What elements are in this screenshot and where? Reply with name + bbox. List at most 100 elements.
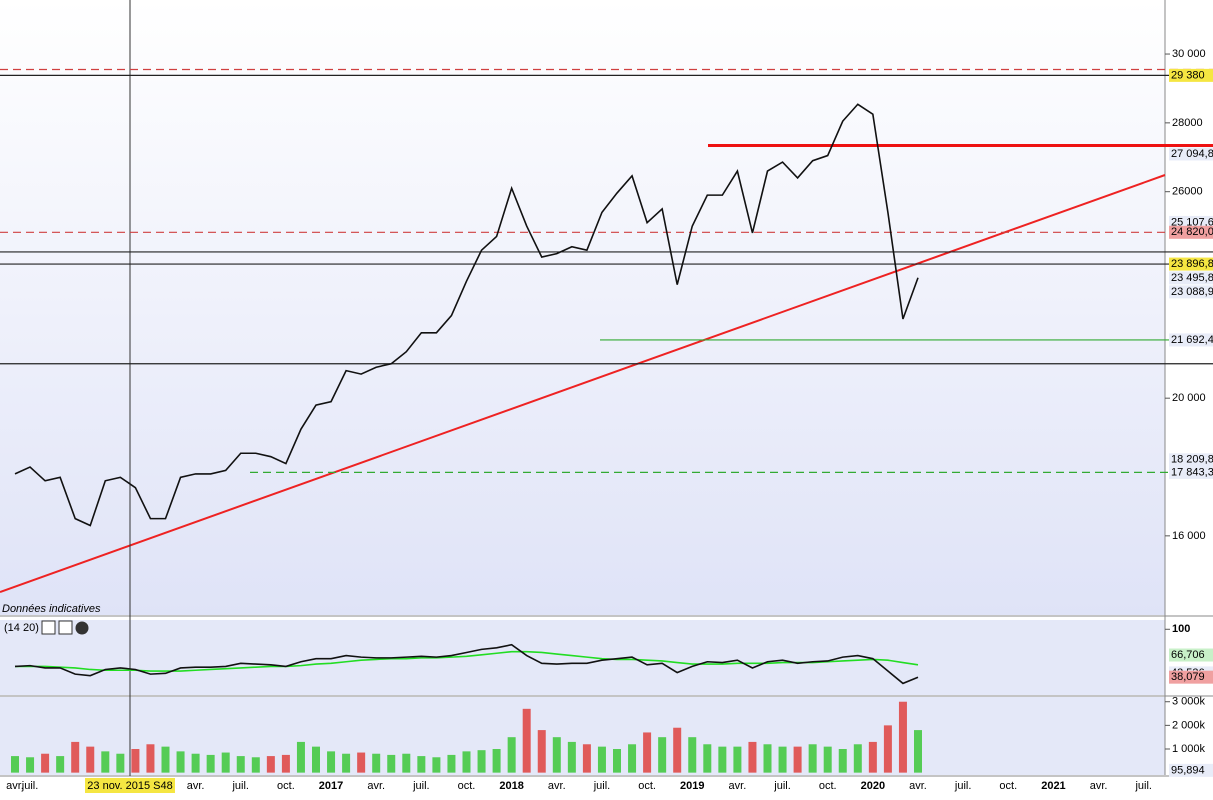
y-tick-label: 30 000	[1172, 48, 1206, 60]
volume-bar	[808, 744, 817, 773]
volume-bar	[883, 725, 892, 773]
x-tick-label: oct.	[458, 780, 476, 792]
level-label: 21 692,4	[1171, 334, 1213, 346]
x-tick-label: oct.	[999, 780, 1017, 792]
volume-bar	[823, 746, 832, 773]
volume-bar	[447, 754, 456, 773]
level-label-bg	[1169, 215, 1213, 229]
volume-bar	[522, 708, 531, 773]
volume-bar	[477, 750, 486, 773]
price-line	[14, 103, 919, 527]
volume-bar	[432, 757, 441, 773]
x-tick-label: avr.	[548, 780, 566, 792]
level-label-bg	[1169, 453, 1213, 467]
volume-bar	[567, 741, 576, 773]
volume-bar	[868, 741, 877, 773]
y-tick-label: 28000	[1172, 117, 1203, 129]
volume-bar	[718, 746, 727, 773]
volume-bar	[26, 757, 35, 773]
price-axis	[1165, 0, 1213, 775]
x-tick-label: 2021	[1041, 780, 1065, 792]
volume-bar	[703, 744, 712, 773]
y-tick-label: 20 000	[1172, 392, 1206, 404]
x-tick-label: oct.	[638, 780, 656, 792]
volume-bar	[176, 751, 185, 773]
volume-bar	[688, 737, 697, 773]
x-tick-label: avr.	[187, 780, 205, 792]
x-tick-label: juil.	[1134, 780, 1152, 792]
volume-bar	[552, 737, 561, 773]
indicator-label: (14 20)	[4, 622, 39, 634]
close-icon[interactable]	[75, 621, 89, 635]
volume-bar	[11, 756, 19, 773]
x-tick-label: avr.	[729, 780, 747, 792]
level-label: 66,706	[1171, 649, 1205, 661]
x-tick-label: juil.	[231, 780, 249, 792]
y-tick-label: 1 000k	[1172, 743, 1206, 755]
x-tick-label: 2017	[319, 780, 343, 792]
price-line	[15, 650, 919, 672]
level-label-bg	[1169, 257, 1213, 271]
maximize-icon[interactable]	[58, 620, 73, 635]
indicator-panel	[0, 620, 1165, 695]
volume-bar	[251, 757, 260, 773]
main-panel	[0, 0, 1165, 615]
level-label: 29 380	[1171, 69, 1205, 81]
volume-bar	[763, 744, 772, 773]
volume-bar	[56, 756, 65, 773]
cursor-label: 23 nov. 2015 S48	[87, 780, 172, 792]
volume-bar	[748, 741, 757, 773]
y-tick-label: 3 000k	[1172, 696, 1206, 708]
volume-bar	[643, 732, 652, 773]
price-line	[14, 643, 919, 685]
volume-bar	[116, 753, 125, 773]
level-label: 17 843,3	[1171, 466, 1213, 478]
volume-bar	[462, 751, 471, 773]
level-label: 25 107,6	[1171, 216, 1213, 228]
volume-bar	[628, 744, 637, 773]
x-tick-label: juil.	[954, 780, 972, 792]
x-tick-label: oct.	[277, 780, 295, 792]
level-label-bg	[1169, 68, 1213, 82]
volume-bar	[537, 730, 546, 773]
level-label-bg	[1169, 465, 1213, 479]
volume-bar	[131, 749, 140, 773]
volume-bar	[86, 746, 95, 773]
level-label-bg	[1169, 271, 1213, 285]
volume-bar	[191, 753, 200, 773]
volume-bar	[838, 749, 847, 773]
volume-bar	[613, 749, 621, 773]
volume-bar	[597, 746, 606, 773]
level-label-bg	[1169, 147, 1213, 161]
volume-bar	[914, 730, 922, 773]
volume-bar	[206, 754, 215, 773]
x-tick-label: avr.	[1090, 780, 1108, 792]
volume-bar	[296, 741, 305, 773]
volume-bar	[492, 749, 501, 773]
x-tick-label: avr.	[6, 780, 24, 792]
level-label: 23 088,9	[1171, 286, 1213, 298]
volume-bar	[658, 737, 667, 773]
volume-bar	[71, 741, 80, 773]
volume-bar	[101, 751, 110, 773]
volume-bar	[417, 756, 426, 773]
volume-bar	[402, 753, 411, 773]
volume-bar	[221, 752, 230, 773]
x-tick-label: juil.	[412, 780, 430, 792]
volume-bar	[342, 753, 351, 773]
volume-bar	[372, 753, 381, 773]
y-tick-label: 16 000	[1172, 530, 1206, 542]
level-label: 95,894	[1171, 764, 1205, 776]
volume-bar	[281, 754, 290, 773]
y-tick-label: 2 000k	[1172, 719, 1206, 731]
level-label: 23 896,8	[1171, 258, 1213, 270]
settings-icon[interactable]	[41, 620, 56, 635]
level-label-bg	[1169, 225, 1213, 239]
volume-bar	[733, 746, 742, 773]
volume-bar	[236, 756, 245, 773]
level-label: 23 495,8	[1171, 272, 1213, 284]
x-tick-label: juil.	[593, 780, 611, 792]
volume-bar	[41, 753, 50, 773]
trend-line	[0, 174, 1166, 593]
